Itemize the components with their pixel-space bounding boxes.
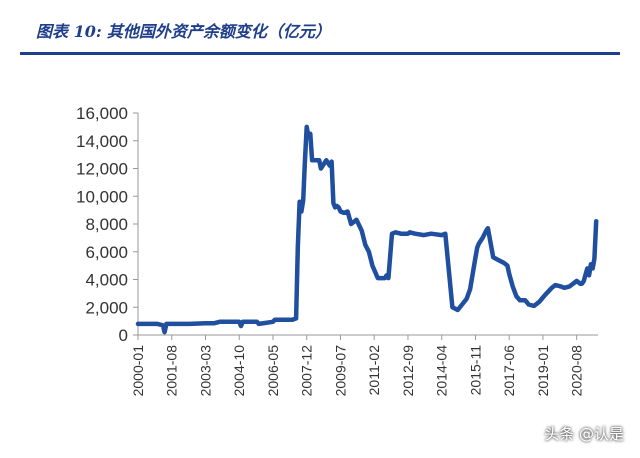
x-tick-label: 2001-08 xyxy=(164,345,180,397)
title-divider xyxy=(20,52,620,55)
x-tick-label: 2000-01 xyxy=(130,345,146,397)
x-tick-label: 2004-10 xyxy=(231,345,247,397)
figure-label: 图表 10: xyxy=(36,22,102,41)
y-tick-label: 8,000 xyxy=(85,215,128,234)
x-tick-label: 2007-12 xyxy=(299,345,315,397)
y-tick-label: 10,000 xyxy=(76,187,128,206)
y-tick-label: 16,000 xyxy=(76,104,128,123)
y-tick-label: 12,000 xyxy=(76,160,128,179)
x-tick-label: 2019-01 xyxy=(535,345,551,397)
y-tick-label: 4,000 xyxy=(85,271,128,290)
series-line xyxy=(135,124,599,335)
x-tick-label: 2011-02 xyxy=(366,345,382,396)
x-tick-label: 2020-08 xyxy=(569,345,585,397)
y-tick-label: 0 xyxy=(119,326,128,345)
x-tick-label: 2012-09 xyxy=(400,345,416,397)
figure-title-text: 其他国外资产余额变化（亿元） xyxy=(106,22,331,41)
series-layer xyxy=(135,124,599,335)
x-tick-label: 2009-07 xyxy=(332,345,348,397)
x-axis: 2000-01 2001-08 2003-03 2004-10 2006-05 2007-… xyxy=(130,334,598,397)
figure-title: 图表 10: 其他国外资产余额变化（亿元） xyxy=(36,18,620,46)
x-tick-label: 2015-11 xyxy=(467,345,483,396)
y-tick-label: 14,000 xyxy=(76,132,128,151)
x-tick-label: 2014-04 xyxy=(434,345,450,397)
y-tick-label: 2,000 xyxy=(85,298,128,317)
y-tick-label: 6,000 xyxy=(85,243,128,262)
x-tick-label: 2003-03 xyxy=(197,345,213,397)
x-tick-label: 2017-06 xyxy=(501,345,517,397)
watermark-text: 头条 @认是 xyxy=(544,425,624,443)
y-axis: 0 2,000 4,000 6,000 8,000 10,000 12,000 14,000 1… xyxy=(76,104,139,345)
x-tick-label: 2006-05 xyxy=(265,345,281,397)
